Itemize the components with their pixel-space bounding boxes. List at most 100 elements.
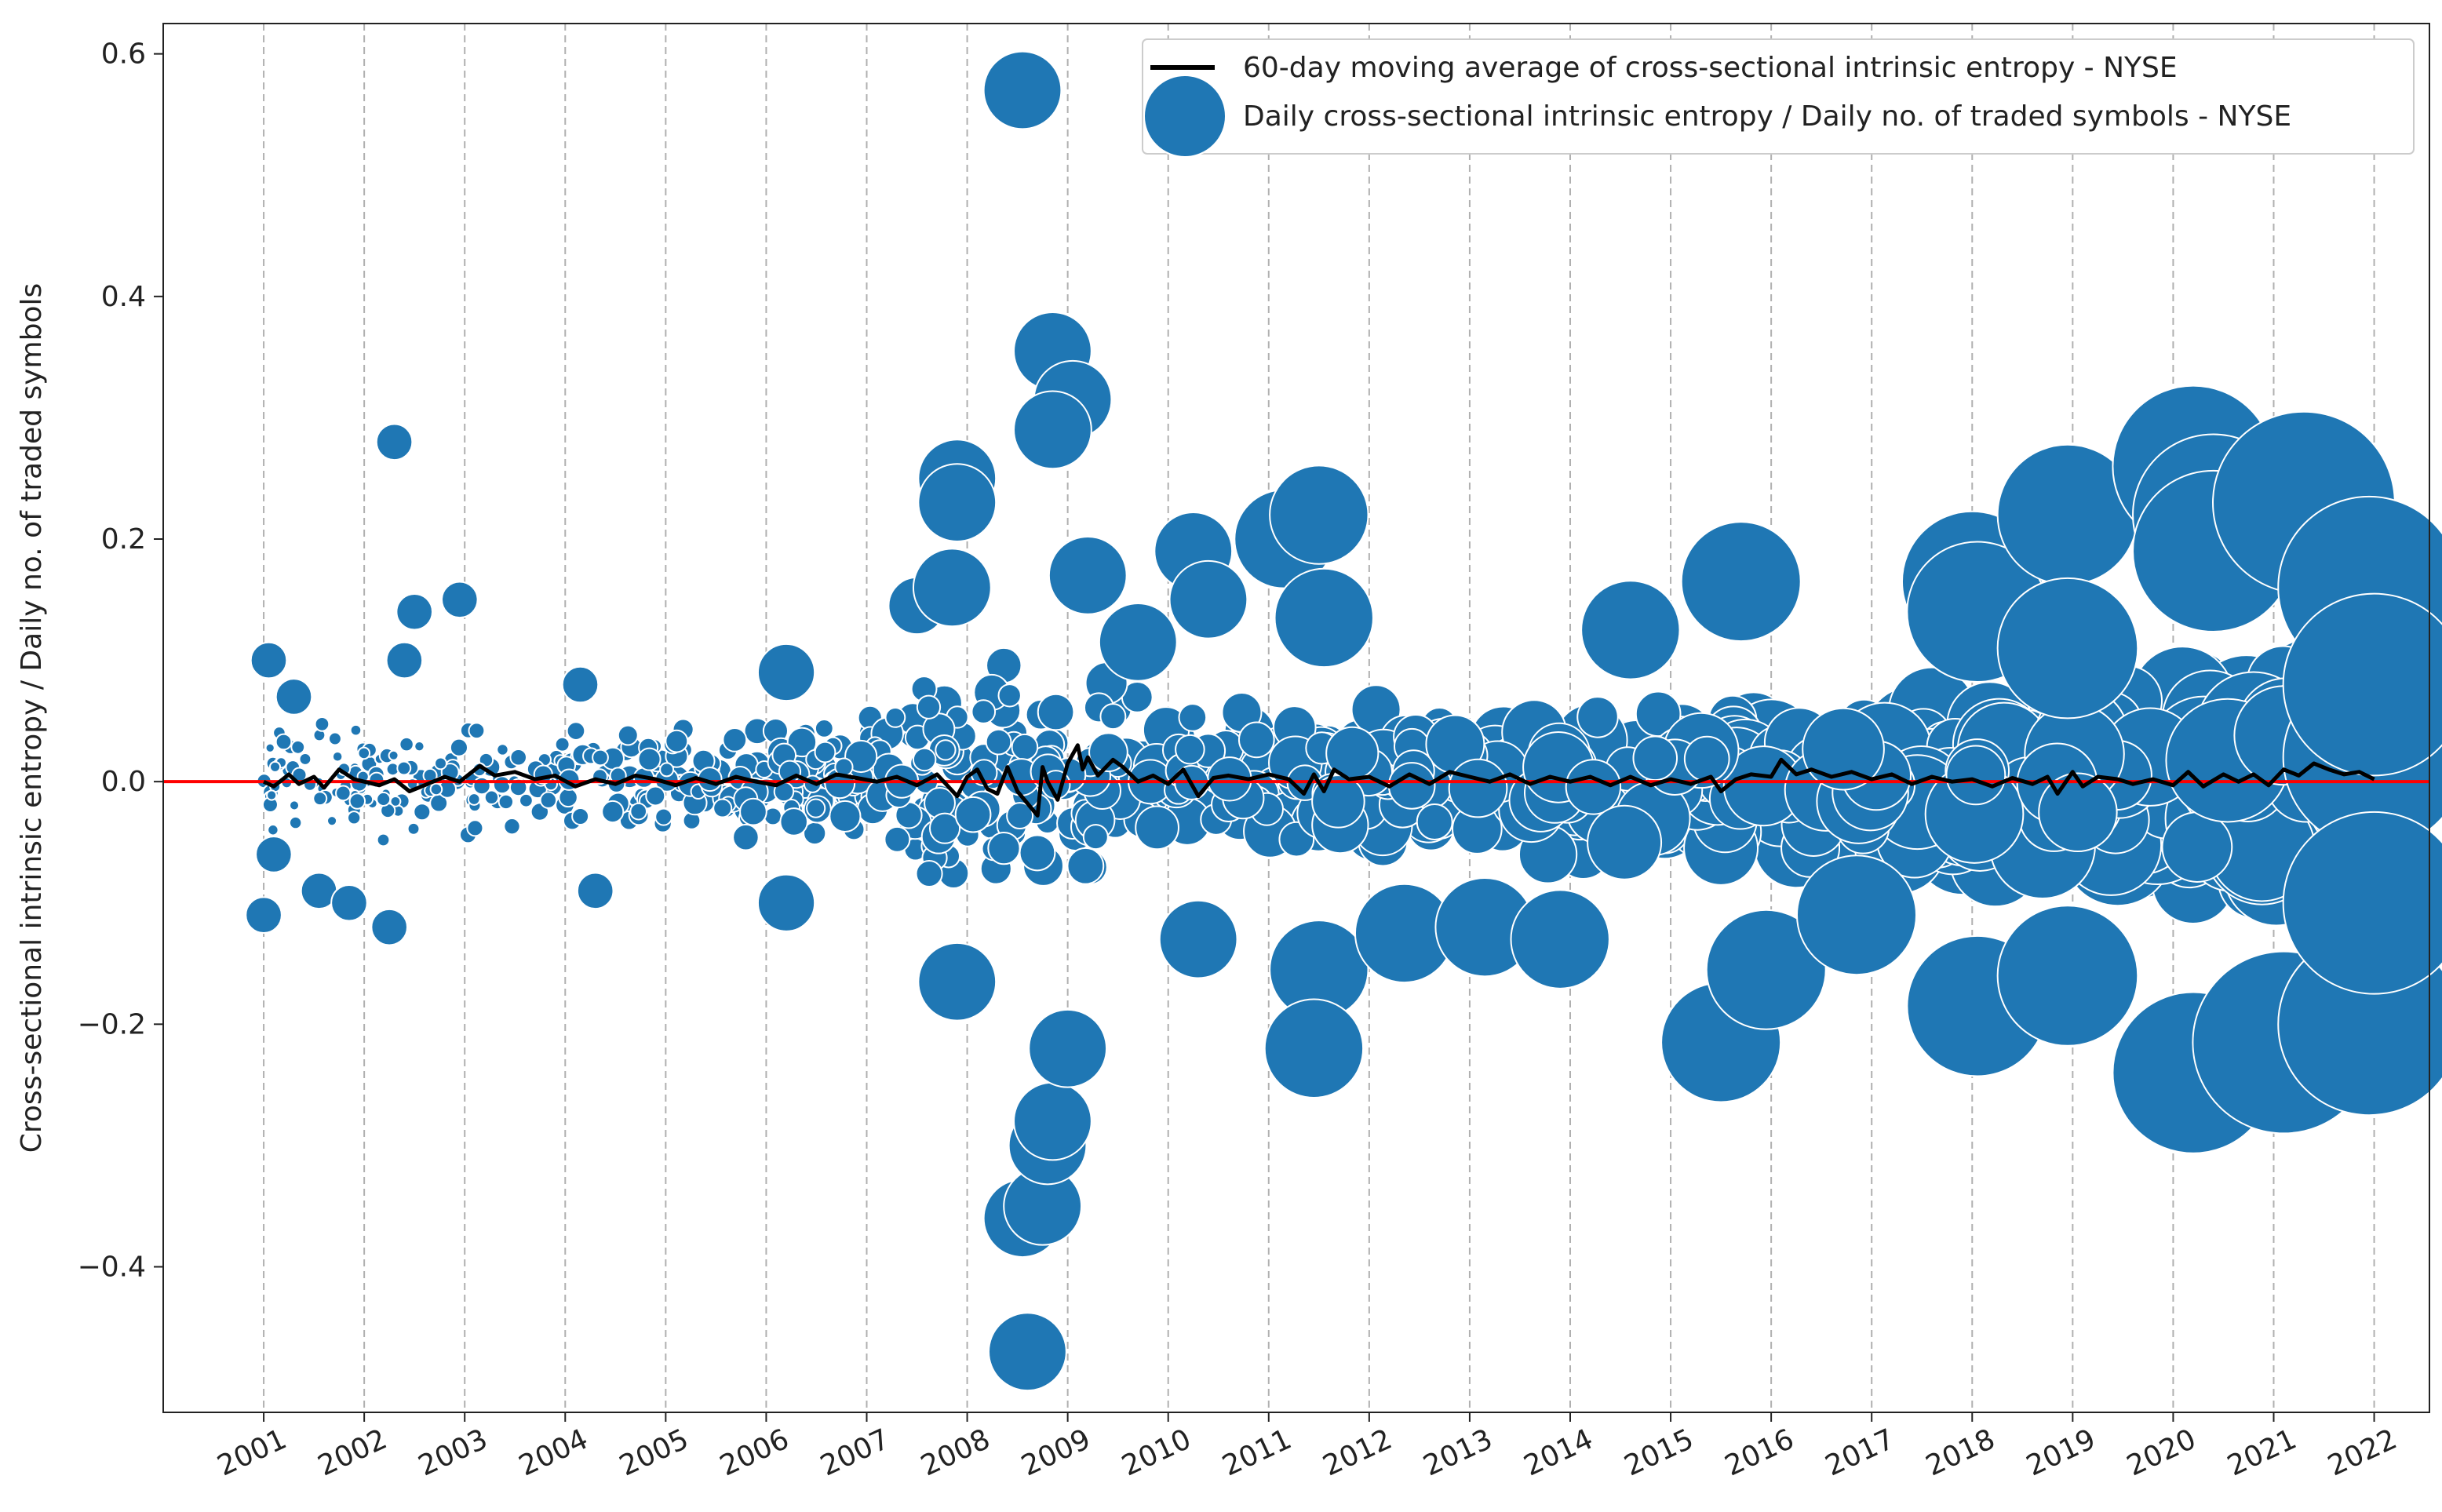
scatter-point bbox=[1082, 824, 1109, 851]
scatter-point bbox=[722, 727, 748, 752]
scatter-point bbox=[1996, 905, 2139, 1047]
scatter-point bbox=[1048, 535, 1128, 615]
scatter-point bbox=[2282, 592, 2442, 777]
scatter-point bbox=[558, 787, 578, 808]
scatter-point bbox=[312, 791, 328, 807]
legend: 60-day moving average of cross-sectional… bbox=[1142, 38, 2415, 158]
scatter-point bbox=[1945, 745, 2006, 806]
scatter-point bbox=[915, 859, 943, 888]
scatter-point bbox=[357, 746, 371, 760]
plot-frame bbox=[162, 23, 2430, 1413]
legend-bubble-label: Daily cross-sectional intrinsic entropy … bbox=[1243, 100, 2291, 133]
scatter-point bbox=[370, 908, 408, 946]
scatter-point bbox=[1006, 802, 1034, 830]
scatter-point bbox=[330, 884, 368, 922]
scatter-point bbox=[916, 694, 942, 720]
scatter-point bbox=[829, 800, 862, 833]
scatter-point bbox=[326, 815, 338, 827]
scatter-point bbox=[1158, 899, 1238, 979]
scatter-point bbox=[1274, 567, 1374, 669]
scatter-point bbox=[756, 643, 816, 702]
scatter-point bbox=[395, 592, 433, 631]
scatter-point bbox=[935, 739, 957, 761]
scatter-point bbox=[1013, 390, 1092, 470]
scatter-point bbox=[298, 752, 312, 766]
scatter-point bbox=[571, 807, 590, 826]
scatter-point bbox=[245, 896, 282, 935]
scatter-point bbox=[1802, 707, 1885, 791]
scatter-point bbox=[814, 741, 836, 763]
scatter-point bbox=[884, 825, 911, 853]
scatter-point bbox=[498, 793, 515, 811]
scatter-point bbox=[1237, 721, 1275, 759]
scatter-point bbox=[468, 722, 486, 740]
scatter-point bbox=[399, 736, 414, 752]
scatter-point bbox=[637, 747, 662, 771]
scatter-point bbox=[645, 785, 666, 807]
scatter-point bbox=[1011, 733, 1039, 761]
scatter-point bbox=[449, 738, 468, 757]
scatter-point bbox=[1098, 602, 1178, 682]
scatter-point bbox=[288, 815, 303, 830]
y-tick-label: 0.4 bbox=[101, 281, 146, 313]
scatter-point bbox=[1705, 909, 1827, 1030]
scatter-point bbox=[414, 741, 425, 752]
scatter-point bbox=[466, 819, 484, 837]
scatter-point bbox=[1178, 703, 1208, 732]
scatter-point bbox=[985, 728, 1012, 756]
y-tick-label: 0.6 bbox=[101, 38, 146, 71]
scatter-point bbox=[739, 797, 767, 826]
scatter-point bbox=[250, 641, 288, 679]
scatter-point bbox=[928, 812, 961, 844]
scatter-point bbox=[1135, 805, 1179, 851]
scatter-point bbox=[1632, 735, 1678, 782]
scatter-point bbox=[561, 665, 600, 704]
scatter-point bbox=[713, 798, 733, 818]
scatter-point bbox=[997, 683, 1022, 708]
scatter-point bbox=[1013, 1081, 1092, 1161]
scatter-point bbox=[347, 811, 362, 825]
scatter-point bbox=[539, 791, 558, 809]
y-tick-label: 0.0 bbox=[101, 766, 146, 798]
scatter-point bbox=[376, 791, 392, 807]
scatter-point bbox=[1099, 703, 1127, 730]
scatter-point bbox=[406, 822, 421, 836]
legend-box bbox=[1142, 38, 2415, 155]
scatter-layer bbox=[245, 50, 2442, 1392]
scatter-point bbox=[554, 736, 570, 752]
scatter-point bbox=[472, 776, 491, 796]
scatter-point bbox=[1510, 889, 1610, 989]
scatter-point bbox=[264, 742, 275, 753]
scatter-point bbox=[434, 756, 447, 771]
scatter-point bbox=[335, 785, 352, 802]
scatter-point bbox=[519, 792, 534, 808]
scatter-point bbox=[912, 747, 937, 772]
scatter-point bbox=[268, 760, 282, 773]
scatter-point bbox=[327, 731, 342, 746]
scatter-point bbox=[1565, 759, 1622, 815]
scatter-point bbox=[1587, 804, 1663, 880]
moving-average-line bbox=[263, 743, 2375, 818]
scatter-point bbox=[566, 721, 586, 741]
scatter-point bbox=[1996, 577, 2139, 720]
scatter-point bbox=[290, 739, 306, 755]
scatter-point bbox=[275, 678, 313, 716]
scatter-point bbox=[1269, 465, 1369, 565]
scatter-point bbox=[255, 836, 293, 873]
scatter-point bbox=[388, 749, 399, 761]
scatter-point bbox=[1576, 696, 1619, 738]
scatter-point bbox=[1019, 834, 1056, 872]
scatter-point bbox=[289, 800, 301, 811]
y-axis-label: Cross-sectional intrinsic entropy / Dail… bbox=[16, 283, 48, 1153]
scatter-point bbox=[441, 581, 479, 619]
scatter-point bbox=[756, 873, 816, 932]
scatter-point bbox=[496, 743, 509, 756]
scatter-point bbox=[1037, 693, 1075, 731]
scatter-point bbox=[988, 1312, 1067, 1392]
scatter-point bbox=[1448, 758, 1508, 818]
scatter-point bbox=[912, 548, 992, 628]
scatter-point bbox=[732, 823, 760, 851]
y-tick-label: −0.4 bbox=[78, 1251, 146, 1283]
scatter-point bbox=[971, 699, 997, 724]
scatter-point bbox=[1175, 734, 1205, 765]
